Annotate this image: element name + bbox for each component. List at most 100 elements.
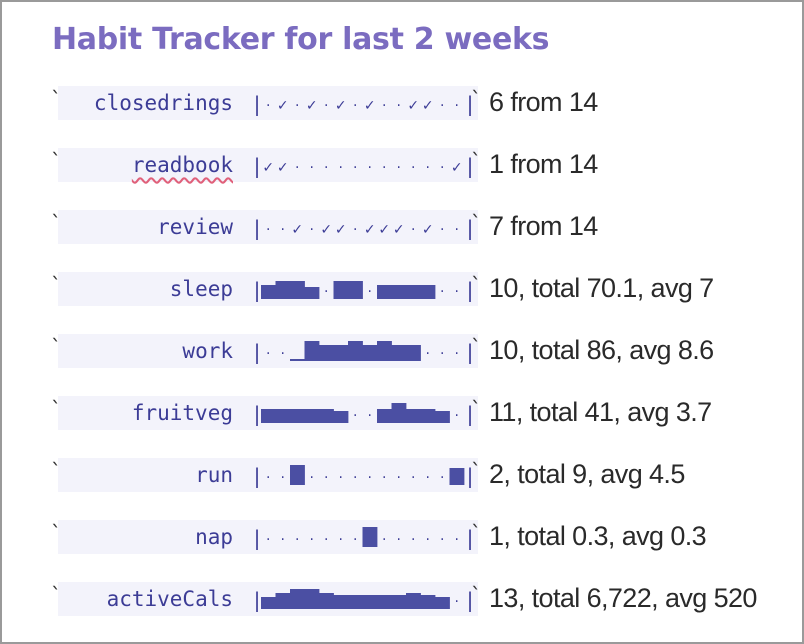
habit-row: ` closedrings | | · ✓ · ✓ · ✓ · ✓ · · ✓ ✓ · · 6 from 14 ` [0,83,804,123]
day-empty-dot: · [382,98,386,114]
habit-summary: 1, total 0.3, avg 0.3 [489,521,707,551]
day-bar [391,345,407,361]
track-end-edge: | [464,464,476,488]
habit-summary: 11, total 41, avg 3.7 [489,397,712,427]
day-empty-dot: · [324,160,328,176]
day-bar [391,403,407,423]
habit-name: review [157,215,233,239]
habit-summary: 10, total 70.1, avg 7 [489,273,714,303]
day-bar [261,409,276,423]
day-bar [406,345,421,361]
habit-track: | | · ✓ · ✓ · ✓ · ✓ · · ✓ ✓ · · [252,88,482,118]
track-start-edge: | [252,526,263,550]
habit-track: | | ✓ ✓ · · · · · · · · · · · ✓ [252,150,482,180]
day-bar [304,341,320,361]
habit-row: ` review | | · · ✓ · ✓ ✓ · ✓ ✓ ✓ · ✓ · · 7 from 14 ` [0,207,804,247]
day-check-mark: ✓ [364,222,376,238]
day-empty-dot: · [455,222,459,238]
day-bar [319,409,334,423]
day-empty-dot: · [455,532,459,548]
page-title: Habit Tracker for last 2 weeks [52,22,550,57]
day-bar [435,597,450,609]
day-empty-dot: · [353,408,357,424]
habit-row: ` nap | | · · · · · · · · · · · · · 1, total 0.3, avg 0.3… [0,517,804,557]
habit-row: ` fruitveg | | · · · 11, total 41, avg 3.7 ` [0,393,804,433]
day-empty-dot: · [440,470,444,486]
day-empty-dot: · [339,160,343,176]
day-bar [275,281,291,299]
day-bar [333,411,349,423]
code-backtick: ` [50,521,63,545]
day-empty-dot: · [353,98,357,114]
day-empty-dot: · [455,98,459,114]
habit-name: work [182,339,233,363]
day-empty-dot: · [440,346,444,362]
day-bar [333,345,349,361]
day-bar [435,411,450,423]
day-empty-dot: · [281,346,285,362]
day-empty-dot: · [368,160,372,176]
day-bar [304,589,320,609]
day-empty-dot: · [411,532,415,548]
day-empty-dot: · [368,284,372,300]
habit-summary: 13, total 6,722, avg 520 [489,583,757,613]
day-empty-dot: · [266,532,270,548]
track-end-edge: | [464,402,476,426]
day-empty-dot: · [440,222,444,238]
day-empty-dot: · [295,98,299,114]
code-backtick: ` [50,211,63,235]
track-end-edge: | [464,340,476,364]
day-empty-dot: · [353,160,357,176]
day-empty-dot: · [397,532,401,548]
day-bar [348,595,363,609]
day-check-mark: ✓ [277,160,289,176]
day-check-mark: ✓ [335,98,347,114]
habit-row: ` run | | · · · · · · · · · · · · 2, total 9, avg 4.5 ` [0,455,804,495]
day-bar [290,589,305,609]
day-bar [420,595,436,609]
habit-summary: 2, total 9, avg 4.5 [489,459,685,489]
day-check-mark: ✓ [422,98,434,114]
day-empty-dot: · [426,160,430,176]
habit-name: activeCals [106,587,233,611]
habit-name: readbook [131,153,233,177]
day-empty-dot: · [281,222,285,238]
day-empty-dot: · [382,532,386,548]
habit-name: closedrings [93,91,233,115]
day-check-mark: ✓ [378,222,390,238]
habit-row: ` readbook | | ✓ ✓ · · · · · · · · · · · ✓ 1 from 14 ` [0,145,804,185]
code-backtick: ` [470,459,483,483]
track-end-edge: | [464,92,476,116]
day-empty-dot: · [266,470,270,486]
habit-summary: 7 from 14 [489,211,598,241]
code-backtick: ` [470,87,483,111]
day-bar [449,468,465,485]
day-bar [319,345,334,361]
code-backtick: ` [50,87,63,111]
habit-track: | | · · · · · [252,336,482,366]
day-empty-dot: · [281,532,285,548]
day-empty-dot: · [455,346,459,362]
code-highlight [58,520,478,554]
day-empty-dot: · [440,98,444,114]
day-empty-dot: · [397,160,401,176]
day-empty-dot: · [426,532,430,548]
day-empty-dot: · [368,470,372,486]
day-check-mark: ✓ [364,98,376,114]
day-empty-dot: · [426,470,430,486]
day-bar [391,285,407,299]
day-check-mark: ✓ [407,98,419,114]
day-bar [304,409,320,423]
day-empty-dot: · [411,470,415,486]
code-backtick: ` [470,211,483,235]
code-backtick: ` [470,335,483,359]
habit-row: ` sleep | | · · · · 10, total 70.1, avg 7 ` [0,269,804,309]
track-end-edge: | [464,588,476,612]
day-bar [348,341,363,361]
day-bar [275,409,291,423]
day-bar [362,345,378,361]
day-bar [406,593,421,609]
code-highlight [58,210,478,244]
code-backtick: ` [50,335,63,359]
